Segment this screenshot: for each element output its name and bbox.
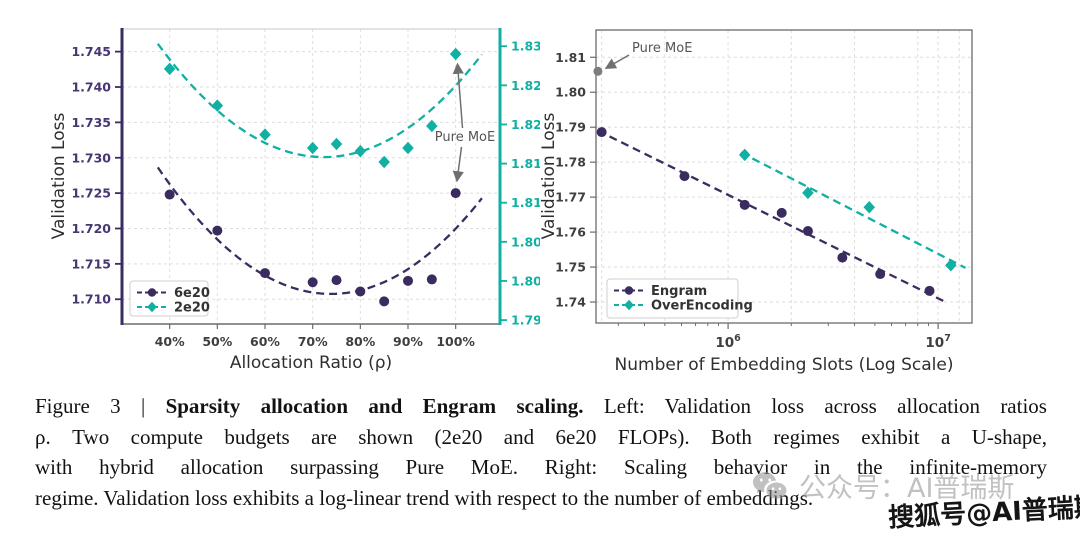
svg-text:1.830: 1.830: [511, 39, 540, 54]
svg-text:1.825: 1.825: [511, 78, 540, 93]
series-2e20: [163, 47, 462, 169]
svg-text:1.730: 1.730: [71, 150, 111, 165]
y-axis-label: Validation Loss: [540, 113, 559, 240]
caption-figure-label: Figure 3 |: [35, 394, 166, 418]
svg-text:1.80: 1.80: [555, 85, 586, 100]
x-axis-label: Number of Embedding Slots (Log Scale): [615, 355, 954, 375]
y-axis-label: Validation Loss: [49, 113, 69, 240]
svg-text:50%: 50%: [202, 334, 232, 349]
svg-text:6e20: 6e20: [174, 286, 210, 301]
svg-text:1.81: 1.81: [555, 50, 586, 65]
svg-text:1.740: 1.740: [71, 80, 111, 95]
svg-text:1.800: 1.800: [511, 273, 540, 288]
left-chart: 1.710 1.715 1.720 1.725 1.730 1.735 1.740 1.745…: [49, 28, 540, 373]
svg-text:1.820: 1.820: [511, 117, 540, 132]
svg-text:1.715: 1.715: [71, 256, 111, 271]
wechat-icon: [752, 470, 790, 502]
svg-text:Engram: Engram: [651, 284, 707, 299]
svg-text:1.75: 1.75: [555, 260, 586, 275]
svg-text:OverEncoding: OverEncoding: [651, 299, 753, 314]
gridlines: [122, 29, 500, 324]
svg-text:1.735: 1.735: [71, 115, 111, 130]
axis-ticks: 1.710 1.715 1.720 1.725 1.730 1.735 1.740 1.745…: [71, 39, 540, 349]
svg-text:Pure MoE: Pure MoE: [632, 41, 692, 56]
svg-text:1.77: 1.77: [555, 190, 586, 205]
figure-caption: Figure 3 | Sparsity allocation and Engra…: [35, 391, 1047, 513]
annotation-pure-moe: Pure MoE: [435, 62, 495, 183]
caption-line-1: Figure 3 | Sparsity allocation and Engra…: [35, 391, 1047, 422]
svg-text:40%: 40%: [155, 334, 185, 349]
caption-bold-title: Sparsity allocation and Engram scaling.: [165, 394, 584, 418]
wechat-watermark-text: 公众号：AI普瑞斯: [799, 473, 1015, 504]
svg-text:1.78: 1.78: [555, 155, 586, 170]
svg-text:1.76: 1.76: [555, 225, 586, 240]
trend-6e20: [156, 166, 483, 296]
svg-text:90%: 90%: [393, 334, 423, 349]
svg-text:1.720: 1.720: [71, 221, 111, 236]
svg-text:80%: 80%: [345, 334, 375, 349]
caption-line-2: ρ. Two compute budgets are shown (2e20 a…: [35, 424, 1047, 449]
trend-OverEncoding: [740, 151, 967, 269]
svg-text:1.725: 1.725: [71, 186, 111, 201]
x-axis-label: Allocation Ratio (ρ): [230, 353, 392, 373]
series-OverEncoding: [738, 148, 957, 272]
svg-text:1.810: 1.810: [511, 195, 540, 210]
caption-line-3: with hybrid allocation surpassing Pure M…: [35, 455, 1047, 479]
svg-text:1.79: 1.79: [555, 120, 586, 135]
trend-2e20: [156, 43, 483, 159]
trend-Engram: [597, 129, 946, 303]
svg-text:1.710: 1.710: [71, 292, 111, 307]
caption-line-4: regime. Validation loss exhibits a log-l…: [35, 485, 814, 510]
series-Engram: [596, 127, 935, 296]
svg-text:106: 106: [715, 333, 741, 351]
svg-text:1.745: 1.745: [71, 44, 111, 59]
svg-text:1.795: 1.795: [511, 313, 540, 328]
svg-text:1.815: 1.815: [511, 156, 540, 171]
svg-text:1.74: 1.74: [555, 295, 586, 310]
svg-text:100%: 100%: [436, 334, 475, 349]
svg-text:Pure MoE: Pure MoE: [435, 130, 495, 145]
svg-text:70%: 70%: [298, 334, 328, 349]
svg-text:2e20: 2e20: [174, 301, 210, 316]
right-chart: 1.74 1.75 1.76 1.77 1.78 1.79 1.80 1.81 106 107 Nu…: [540, 29, 973, 375]
annotation-pure-moe: Pure MoE: [593, 41, 692, 76]
pure-moe-point: [593, 66, 603, 76]
series-6e20: [164, 188, 461, 307]
wechat-watermark: 公众号：AI普瑞斯: [752, 466, 1014, 505]
svg-text:107: 107: [925, 333, 950, 351]
svg-text:60%: 60%: [250, 334, 280, 349]
axis-ticks: 1.74 1.75 1.76 1.77 1.78 1.79 1.80 1.81 106 107: [555, 50, 951, 351]
gridlines: [596, 30, 972, 323]
svg-text:1.805: 1.805: [511, 234, 540, 249]
caption-line-1-rest: Left: Validation loss across allocation …: [583, 394, 1047, 418]
